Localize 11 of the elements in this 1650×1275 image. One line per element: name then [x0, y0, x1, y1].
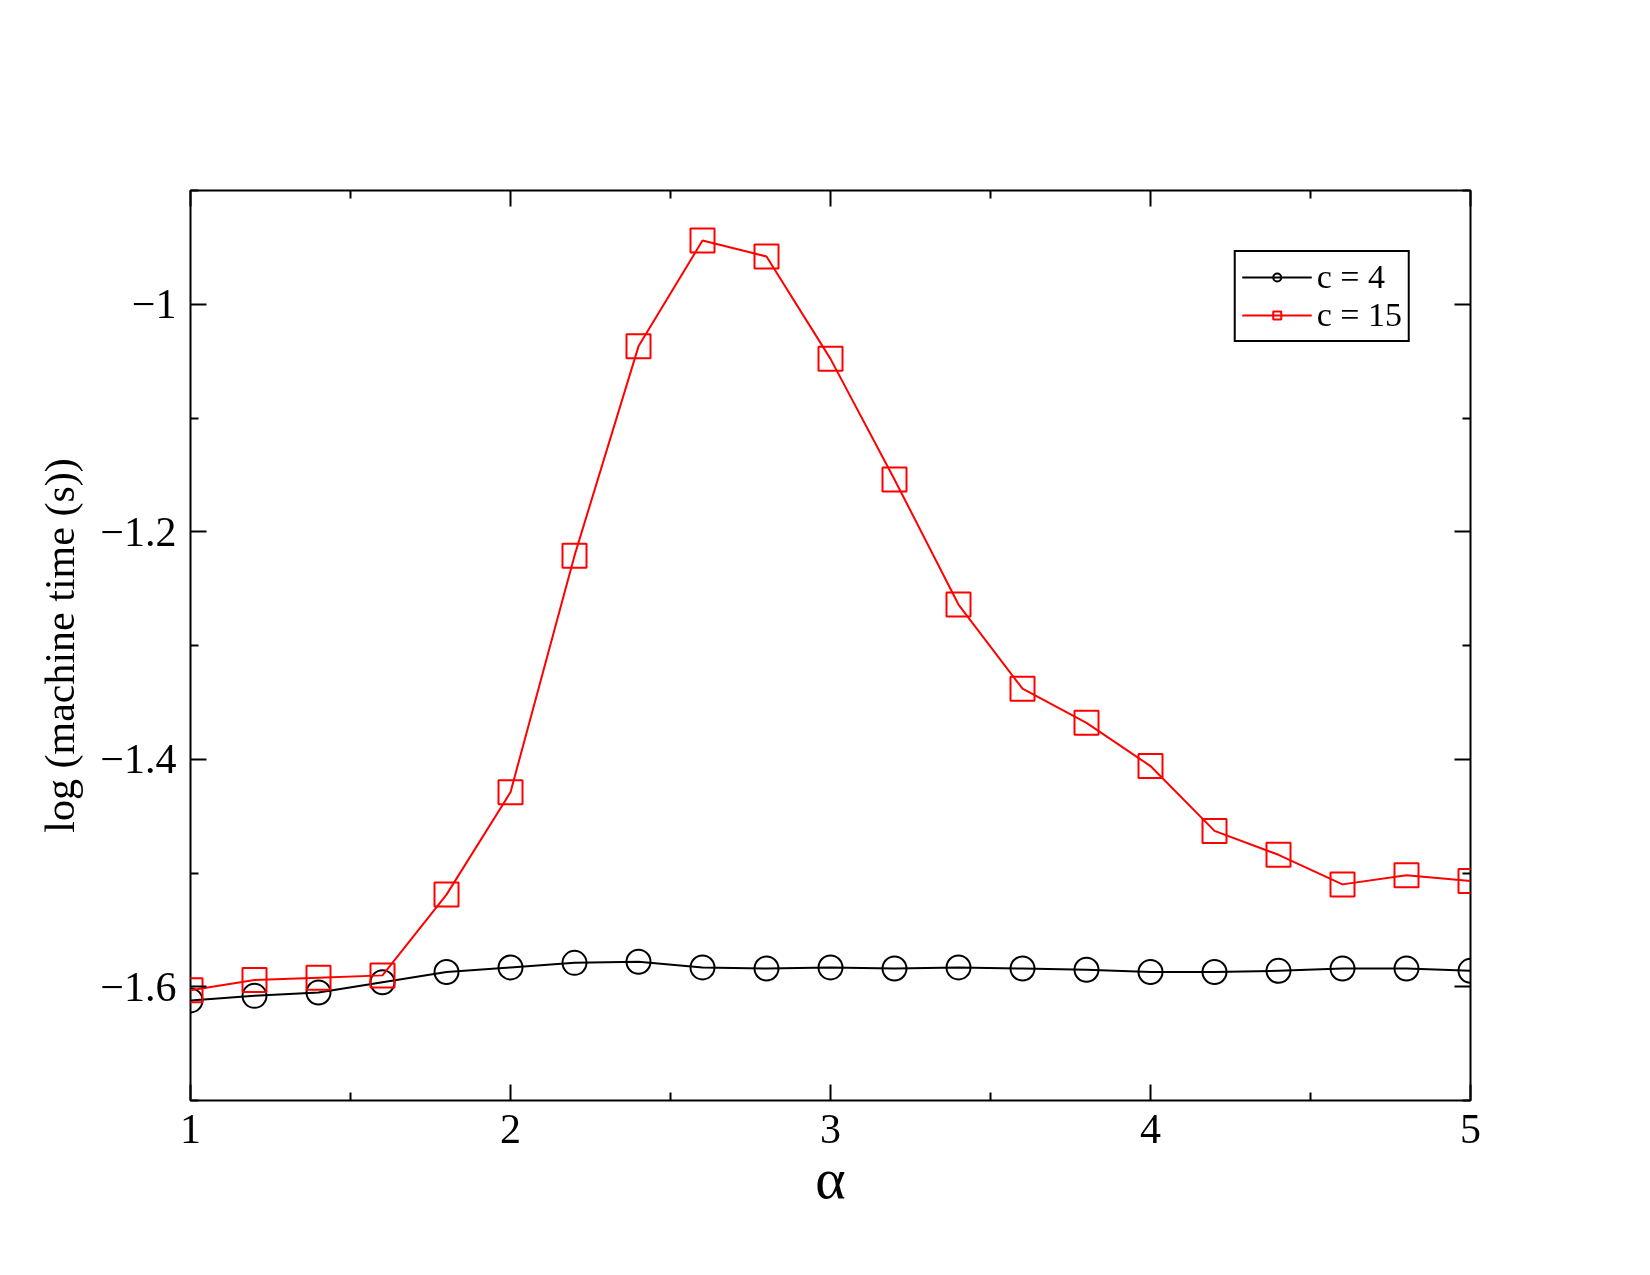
x-tick-label: 1 [180, 1105, 201, 1152]
x-tick-label: 4 [1140, 1105, 1161, 1152]
y-tick-label: −1.2 [100, 508, 177, 555]
legend-label: c = 15 [1316, 296, 1402, 334]
y-tick-label: −1 [131, 281, 177, 328]
legend-label: c = 4 [1316, 258, 1385, 296]
x-tick-label: 2 [500, 1105, 521, 1152]
y-tick-label: −1.6 [100, 963, 177, 1010]
x-tick-label: 5 [1460, 1105, 1481, 1152]
y-tick-label: −1.4 [100, 736, 177, 783]
y-axis-title: log (machine time (s)) [37, 458, 85, 833]
